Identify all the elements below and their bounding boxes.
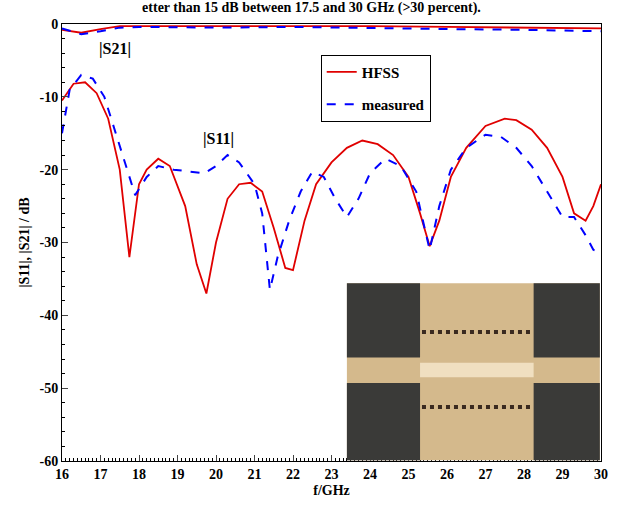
svg-text:21: 21 [248,467,262,482]
svg-text:-40: -40 [40,308,59,323]
svg-text:-60: -60 [40,454,59,469]
svg-text:28: 28 [517,467,531,482]
svg-text:-20: -20 [40,163,59,178]
svg-text:30: 30 [594,467,608,482]
svg-text:22: 22 [286,467,300,482]
svg-text:etter than 15 dB between 17.5: etter than 15 dB between 17.5 and 30 GHz… [142,0,481,16]
svg-text:-10: -10 [40,90,59,105]
svg-text:27: 27 [479,467,493,482]
svg-text:23: 23 [325,467,339,482]
svg-text:measured: measured [362,97,425,113]
svg-text:-30: -30 [40,235,59,250]
svg-text:0: 0 [51,17,58,32]
svg-text:25: 25 [402,467,416,482]
svg-text:17: 17 [94,467,108,482]
svg-text:24: 24 [363,467,377,482]
svg-text:-50: -50 [40,381,59,396]
svg-text:|S11|, |S21| / dB: |S11|, |S21| / dB [17,197,32,287]
svg-text:26: 26 [440,467,454,482]
svg-text:16: 16 [55,467,69,482]
svg-text:29: 29 [556,467,570,482]
svg-text:20: 20 [209,467,223,482]
svg-text:19: 19 [171,467,185,482]
svg-text:HFSS: HFSS [362,65,400,81]
svg-text:f/GHz: f/GHz [313,483,350,498]
svg-text:|S11|: |S11| [203,130,234,148]
svg-text:18: 18 [132,467,146,482]
svg-text:|S21|: |S21| [99,40,131,58]
